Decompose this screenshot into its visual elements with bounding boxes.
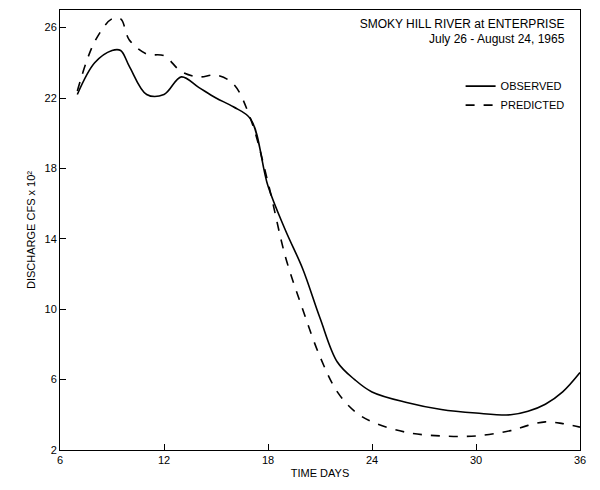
svg-text:22: 22 xyxy=(45,92,57,104)
svg-text:TIME DAYS: TIME DAYS xyxy=(291,467,349,479)
svg-text:DISCHARGE CFS x 10²: DISCHARGE CFS x 10² xyxy=(25,171,37,289)
svg-text:18: 18 xyxy=(45,162,57,174)
svg-text:18: 18 xyxy=(262,454,274,466)
svg-text:6: 6 xyxy=(51,373,57,385)
svg-text:24: 24 xyxy=(366,454,378,466)
svg-text:6: 6 xyxy=(57,454,63,466)
svg-text:30: 30 xyxy=(470,454,482,466)
svg-text:OBSERVED: OBSERVED xyxy=(501,80,562,92)
svg-text:SMOKY HILL RIVER at ENTERPRISE: SMOKY HILL RIVER at ENTERPRISEJuly 26 - … xyxy=(360,17,565,47)
svg-text:10: 10 xyxy=(45,303,57,315)
svg-text:26: 26 xyxy=(45,21,57,33)
svg-text:36: 36 xyxy=(574,454,586,466)
svg-text:12: 12 xyxy=(158,454,170,466)
svg-text:14: 14 xyxy=(45,233,57,245)
svg-text:PREDICTED: PREDICTED xyxy=(501,99,565,111)
svg-text:2: 2 xyxy=(51,444,57,456)
